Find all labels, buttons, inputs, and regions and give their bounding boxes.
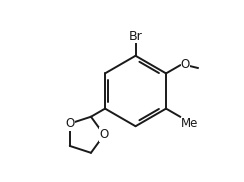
Text: O: O xyxy=(100,128,109,141)
Text: O: O xyxy=(65,117,74,130)
Text: O: O xyxy=(181,58,190,71)
Text: Br: Br xyxy=(129,30,142,43)
Text: Me: Me xyxy=(181,117,198,130)
